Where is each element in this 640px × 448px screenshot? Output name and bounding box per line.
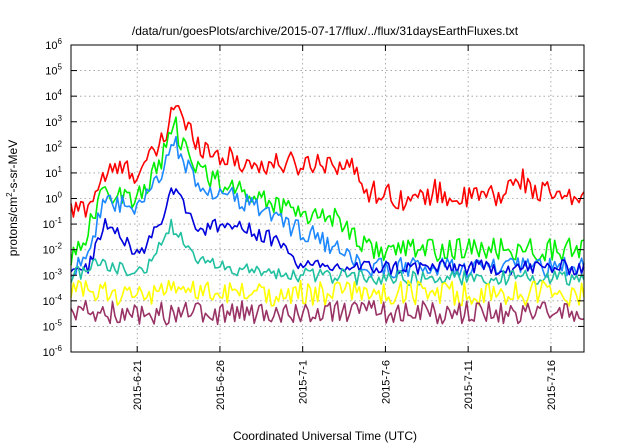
y-tick-label: 104 [45, 88, 62, 103]
y-axis-label: protons/cm2-s-sr-MeV [5, 140, 20, 256]
y-tick-label: 10-4 [43, 293, 63, 308]
y-tick-label: 10-2 [43, 242, 63, 257]
series-line-4 [70, 187, 585, 276]
y-tick-label: 101 [45, 165, 62, 180]
y-tick-label: 102 [45, 139, 62, 154]
y-tick-label: 10-6 [43, 344, 63, 359]
y-tick-label: 10-3 [43, 267, 63, 282]
series-line-7 [70, 299, 585, 326]
x-axis: 2015-6-21 2015-6-26 2015-7-1 2015-7-6 2015-7… [132, 45, 558, 410]
series-line-5 [70, 218, 585, 286]
series-group [70, 105, 585, 326]
chart-title: /data/run/goesPlots/archive/2015-07-17/f… [132, 24, 519, 38]
y-tick-label: 105 [45, 63, 62, 78]
x-tick-label: 2015-6-26 [215, 360, 227, 410]
x-tick-label: 2015-6-21 [132, 360, 144, 410]
x-tick-label: 2015-7-11 [463, 360, 475, 409]
series-line-1 [70, 105, 585, 218]
y-tick-label: 10-1 [43, 216, 63, 231]
y-tick-label: 100 [45, 191, 62, 206]
y-tick-label: 106 [45, 37, 62, 52]
x-axis-label: Coordinated Universal Time (UTC) [233, 429, 417, 443]
x-tick-label: 2015-7-6 [380, 360, 392, 404]
y-tick-label: 103 [45, 114, 62, 129]
x-tick-label: 2015-7-1 [298, 360, 310, 404]
series-line-6 [70, 279, 585, 307]
y-tick-label: 10-5 [43, 318, 63, 333]
series-line-2 [70, 116, 585, 266]
x-tick-label: 2015-7-16 [546, 360, 558, 410]
